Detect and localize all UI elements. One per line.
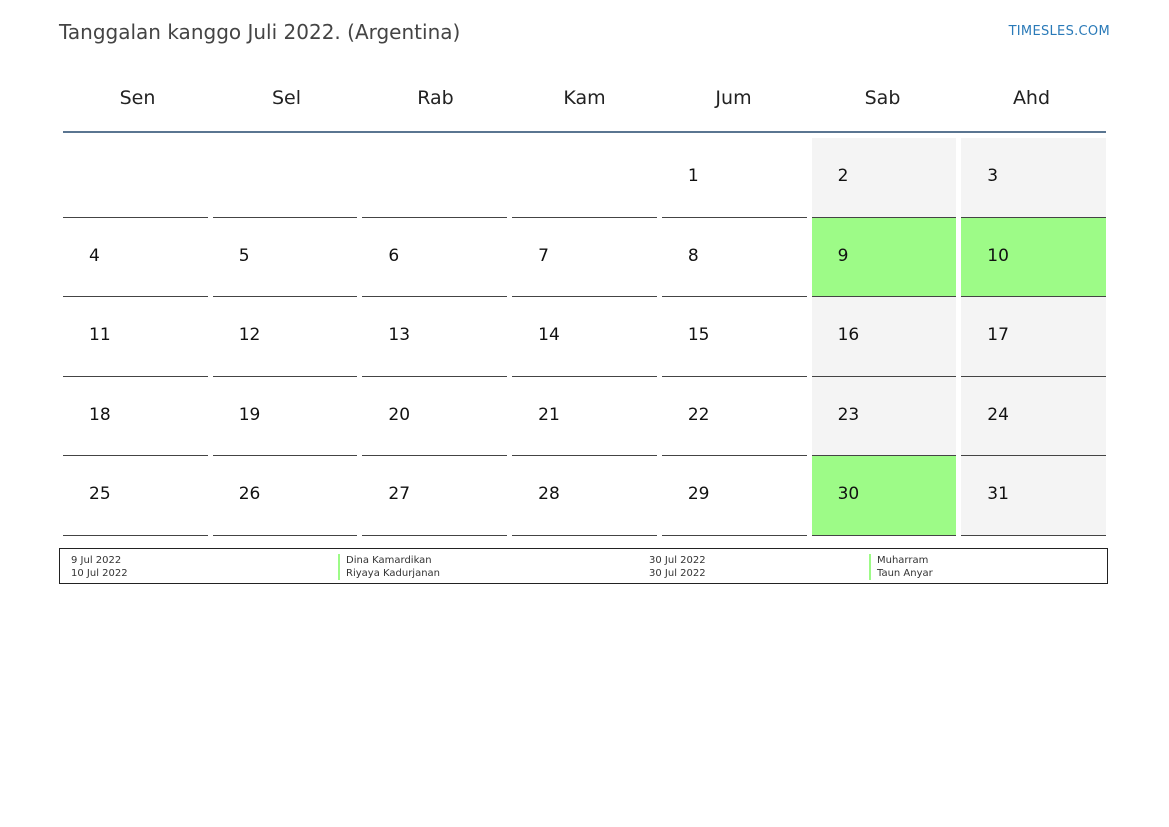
day-number: 26 [238, 484, 261, 505]
calendar-day-cell: 31 [961, 456, 1106, 536]
legend-dates-left: 9 Jul 2022 10 Jul 2022 [71, 554, 128, 580]
day-number: 21 [538, 404, 560, 425]
day-number: 3 [987, 166, 999, 186]
page-title: Tanggalan kanggo Juli 2022. (Argentina) [59, 20, 461, 44]
day-number: 20 [388, 404, 411, 425]
day-number: 28 [538, 484, 560, 505]
day-number: 22 [687, 404, 710, 425]
calendar-day-cell: 15 [661, 297, 807, 377]
day-number: 10 [987, 245, 1009, 266]
calendar-empty-cell [362, 138, 508, 218]
legend-date: 30 Jul 2022 [649, 555, 706, 566]
legend-names-right: Muharram Taun Anyar [869, 554, 933, 580]
day-number: 6 [388, 245, 400, 266]
calendar-day-cell: 1 [661, 138, 807, 218]
weekday-label: Kam [563, 87, 606, 109]
calendar-day-cell: 13 [362, 297, 508, 377]
calendar-day-cell: 18 [63, 377, 208, 457]
day-number: 17 [987, 325, 1009, 346]
day-number: 25 [89, 484, 111, 505]
weekday-label: Ahd [1012, 87, 1051, 109]
day-number: 9 [837, 245, 849, 266]
calendar-day-cell: 9 [811, 217, 957, 298]
day-number: 18 [89, 404, 111, 425]
day-number: 1 [687, 166, 699, 186]
calendar-day-cell: 28 [512, 456, 657, 536]
calendar-empty-cell [212, 138, 358, 218]
calendar-day-cell: 8 [661, 218, 807, 298]
calendar-day-cell: 24 [961, 376, 1106, 457]
day-number: 2 [837, 166, 849, 186]
day-number: 11 [89, 325, 111, 346]
calendar-day-cell: 21 [512, 377, 657, 457]
calendar-day-cell: 22 [661, 377, 807, 457]
day-number: 12 [238, 325, 261, 346]
day-number: 29 [687, 484, 710, 505]
calendar-empty-cell [63, 138, 208, 218]
calendar-day-cell: 10 [961, 217, 1106, 298]
weekday-label: Jum [715, 87, 752, 109]
weekday-header: Sen Sel Rab Kam Jum Sab Ahd [63, 70, 1106, 133]
day-number: 13 [388, 325, 411, 346]
day-number: 19 [238, 404, 261, 425]
site-link[interactable]: TIMESLES.COM [1008, 24, 1110, 39]
day-number: 23 [837, 404, 860, 425]
calendar-day-cell: 12 [212, 297, 358, 377]
calendar-day-cell: 23 [811, 376, 957, 457]
weekday-label: Sab [864, 87, 901, 109]
day-number: 27 [388, 484, 411, 505]
day-number: 30 [837, 484, 860, 505]
calendar-day-cell: 20 [362, 377, 508, 457]
calendar-day-cell: 5 [212, 218, 358, 298]
calendar-day-cell: 4 [63, 218, 208, 298]
calendar-day-cell: 25 [63, 456, 208, 536]
legend-holiday-name: Dina Kamardikan [346, 555, 432, 566]
day-number: 16 [837, 325, 860, 346]
calendar-day-cell: 26 [212, 456, 358, 536]
calendar-day-cell: 19 [212, 377, 358, 457]
calendar-day-cell: 17 [961, 297, 1106, 377]
calendar-day-cell: 3 [961, 138, 1106, 218]
day-grid: 1 2 3 4 5 6 7 8 9 10 11 12 13 14 15 16 17 18 19 20 21 22 23 24 2… [63, 138, 1106, 536]
legend-dates-right: 30 Jul 2022 30 Jul 2022 [649, 554, 706, 580]
calendar-day-cell: 29 [661, 456, 807, 536]
calendar-day-cell: 11 [63, 297, 208, 377]
calendar-empty-cell [512, 138, 657, 218]
legend-holiday-name: Taun Anyar [877, 568, 933, 579]
day-number: 15 [687, 325, 710, 346]
calendar-day-cell: 27 [362, 456, 508, 536]
holiday-legend: 9 Jul 2022 10 Jul 2022 Dina Kamardikan R… [59, 548, 1108, 584]
calendar-day-cell: 7 [512, 218, 657, 298]
day-number: 14 [538, 325, 560, 346]
calendar-day-cell: 30 [811, 456, 957, 536]
weekday-label: Sel [271, 87, 302, 109]
legend-holiday-name: Riyaya Kadurjanan [346, 568, 441, 579]
day-number: 8 [687, 245, 699, 266]
calendar-day-cell: 2 [811, 138, 957, 218]
legend-date: 10 Jul 2022 [71, 568, 128, 579]
legend-holiday-name: Muharram [877, 555, 929, 566]
calendar-day-cell: 14 [512, 297, 657, 377]
calendar-day-cell: 16 [811, 297, 957, 377]
weekday-label: Rab [417, 87, 454, 109]
legend-date: 30 Jul 2022 [649, 568, 706, 579]
weekday-label: Sen [119, 87, 156, 109]
calendar-day-cell: 6 [362, 218, 508, 298]
day-number: 7 [538, 245, 549, 266]
legend-date: 9 Jul 2022 [71, 555, 122, 566]
day-number: 31 [987, 484, 1009, 505]
legend-names-left: Dina Kamardikan Riyaya Kadurjanan [338, 554, 440, 580]
calendar: Sen Sel Rab Kam Jum Sab Ahd 1 2 3 4 5 6 7 8 9 10 1… [63, 70, 1106, 536]
day-number: 4 [89, 245, 100, 266]
day-number: 5 [238, 245, 250, 266]
day-number: 24 [987, 404, 1009, 425]
